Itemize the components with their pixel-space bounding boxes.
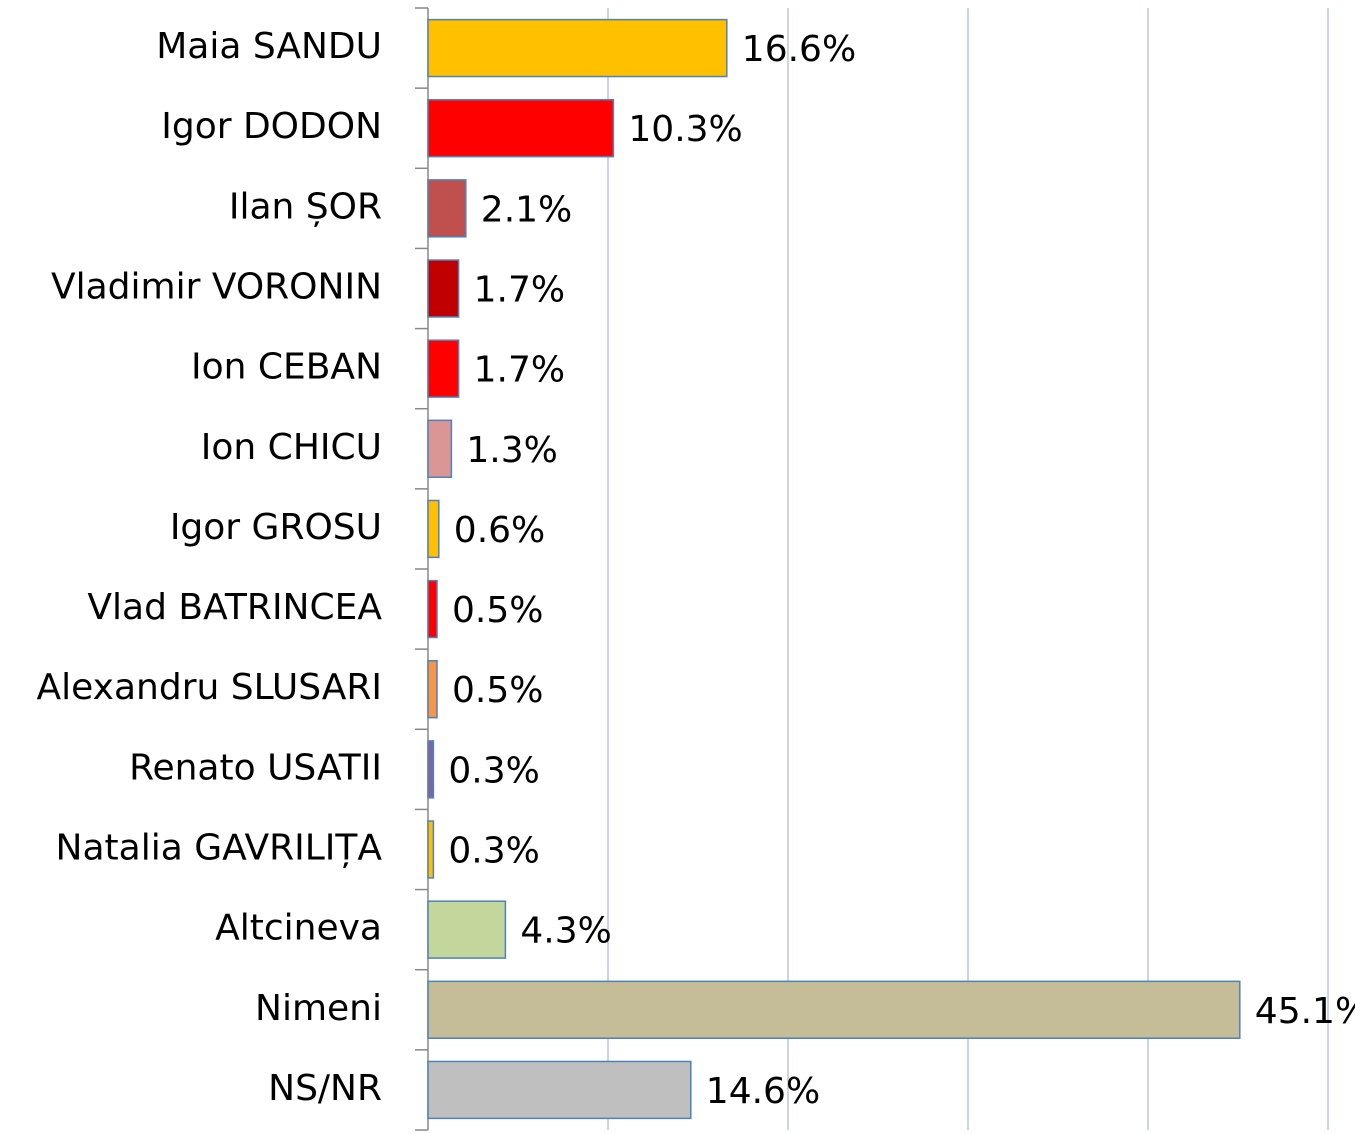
y-tick-label: Alexandru SLUSARI (37, 667, 382, 708)
y-tick-label: Igor GROSU (170, 507, 382, 548)
data-label: 1.3% (466, 430, 557, 471)
data-label: 2.1% (481, 189, 572, 230)
data-label: 10.3% (628, 109, 742, 150)
data-label: 14.6% (706, 1071, 820, 1112)
bar (427, 660, 438, 719)
bar (427, 499, 440, 559)
data-label: 16.6% (742, 29, 856, 70)
bar (427, 99, 615, 158)
bar (427, 579, 438, 639)
data-label: 1.7% (474, 350, 565, 391)
data-label: 4.3% (520, 911, 611, 952)
bar (427, 980, 1241, 1039)
bar (427, 18, 728, 78)
data-label: 0.5% (452, 670, 543, 711)
data-label: 0.6% (454, 510, 545, 551)
bar (427, 259, 460, 318)
data-label: 45.1% (1255, 991, 1355, 1032)
y-tick-label: Nimeni (255, 988, 382, 1029)
y-tick-label: Natalia GAVRILIȚA (56, 828, 383, 869)
bar (427, 339, 460, 398)
bar (427, 419, 453, 478)
data-label: 0.3% (448, 831, 539, 872)
bar (427, 820, 435, 879)
y-tick-label: Vladimir VORONIN (51, 267, 382, 308)
y-tick-label: Ion CHICU (201, 427, 382, 468)
data-label: 0.5% (452, 590, 543, 631)
data-label: 1.7% (474, 270, 565, 311)
y-tick-label: Vlad BATRINCEA (87, 587, 382, 628)
y-tick-label: Renato USATII (129, 747, 382, 788)
y-tick-label: Altcineva (215, 908, 382, 949)
y-tick-label: Ion CEBAN (191, 347, 382, 388)
bar (427, 740, 435, 799)
data-label: 0.3% (448, 750, 539, 791)
y-tick-label: Maia SANDU (156, 26, 382, 67)
y-tick-label: NS/NR (268, 1068, 382, 1109)
y-tick-label: Ilan ȘOR (229, 186, 382, 227)
bar (427, 1060, 692, 1120)
bar (427, 900, 507, 959)
y-tick-label: Igor DODON (161, 106, 382, 147)
bar (427, 179, 467, 238)
